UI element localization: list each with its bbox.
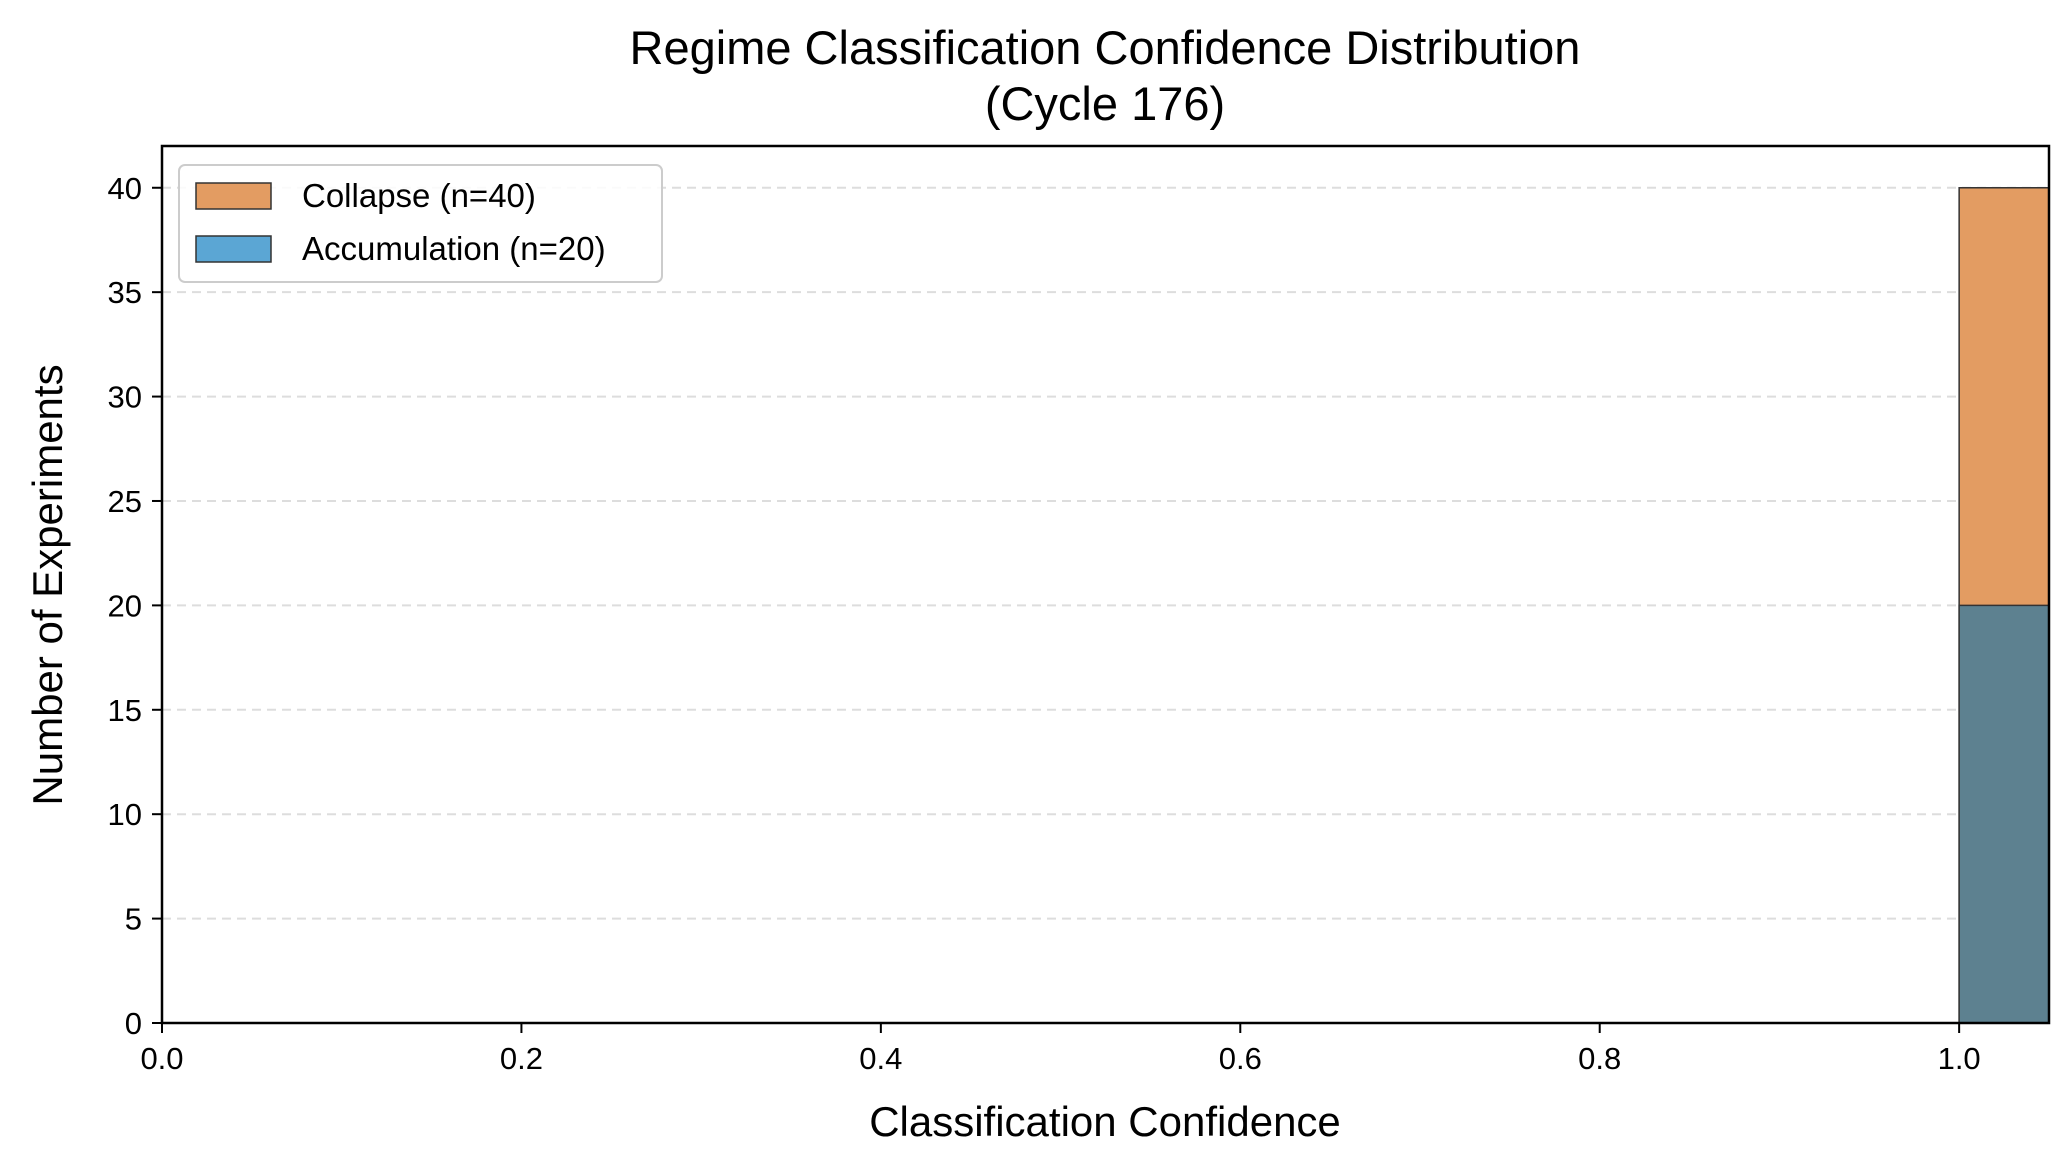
plot-frame [160, 144, 2051, 1025]
legend-box [178, 164, 663, 283]
chart-title: Regime Classification Confidence Distrib… [630, 21, 1581, 74]
y-axis-ticks: 0 5 10 15 20 25 30 35 40 [108, 171, 162, 1041]
bars [1958, 187, 2050, 1024]
x-tick-label: 0.8 [1578, 1041, 1621, 1076]
gridlines [162, 186, 2049, 920]
legend-swatch-accumulation [195, 235, 272, 263]
x-axis-ticks: 0.0 0.2 0.4 0.6 0.8 1.0 [140, 1023, 1981, 1076]
chart-subtitle: (Cycle 176) [985, 77, 1225, 130]
y-tick-label: 0 [125, 1006, 142, 1041]
y-tick-label: 15 [108, 693, 142, 728]
y-tick-label: 10 [108, 797, 142, 832]
y-tick-label: 30 [108, 380, 142, 415]
x-tick-label: 1.0 [1938, 1041, 1981, 1076]
legend: Collapse (n=40) Accumulation (n=20) [178, 164, 663, 283]
y-tick-label: 25 [108, 484, 142, 519]
y-axis-label: Number of Experiments [24, 364, 71, 805]
x-tick-label: 0.0 [140, 1041, 183, 1076]
y-tick-label: 40 [108, 171, 142, 206]
legend-label-accumulation: Accumulation (n=20) [302, 230, 606, 267]
x-tick-label: 0.2 [500, 1041, 543, 1076]
bar-accumulation [1958, 604, 2050, 1024]
legend-label-collapse: Collapse (n=40) [302, 177, 536, 214]
legend-swatch-collapse [195, 182, 272, 210]
x-tick-label: 0.6 [1219, 1041, 1262, 1076]
y-tick-label: 20 [108, 588, 142, 623]
y-tick-label: 5 [125, 902, 142, 937]
y-tick-label: 35 [108, 275, 142, 310]
x-axis-label: Classification Confidence [869, 1098, 1341, 1145]
x-tick-label: 0.4 [859, 1041, 902, 1076]
